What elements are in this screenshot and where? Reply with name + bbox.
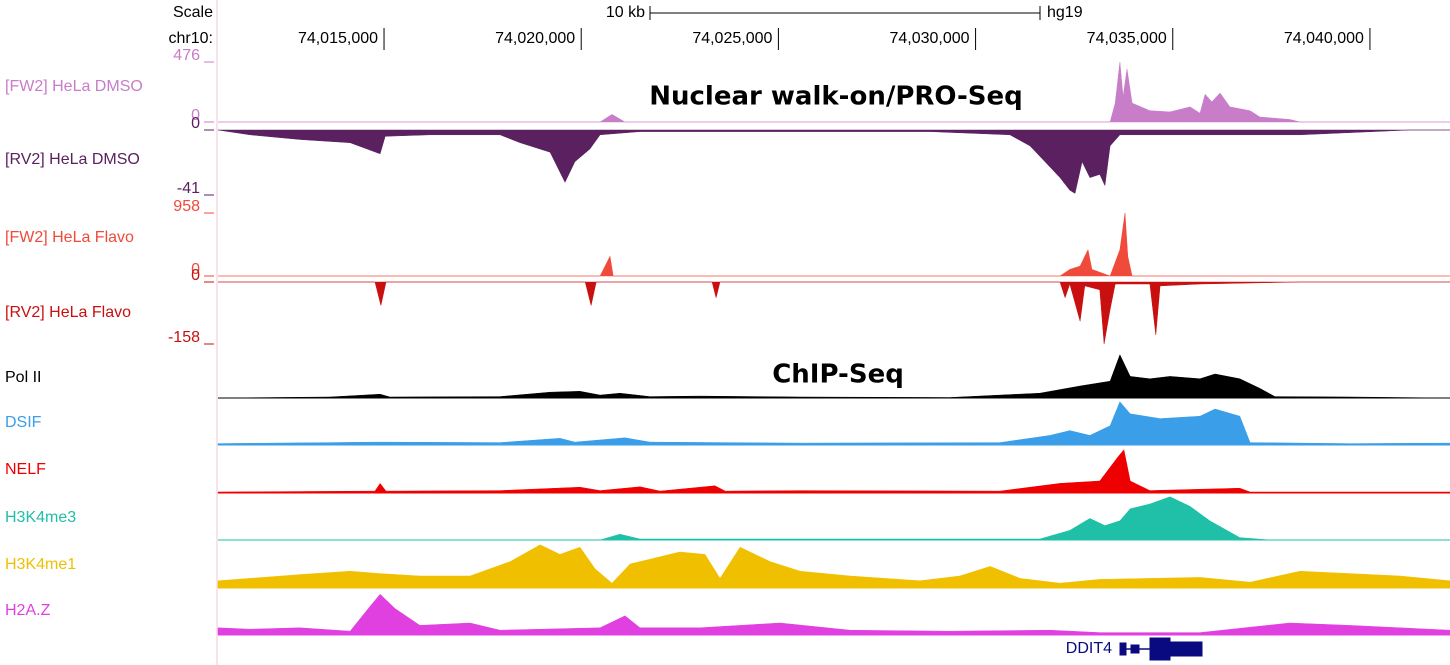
track-label: DSIF xyxy=(5,414,42,431)
track-label: H3K4me1 xyxy=(5,556,76,573)
track-label: NELF xyxy=(5,461,46,478)
gene-model xyxy=(1119,637,1203,661)
scale-label: Scale xyxy=(173,4,213,21)
x-tick-label: 74,025,000 xyxy=(692,30,772,47)
annotation: ChIP-Seq xyxy=(772,360,904,390)
track-label: [RV2] HeLa DMSO xyxy=(5,151,140,168)
track-label: [FW2] HeLa DMSO xyxy=(5,78,143,95)
signal-area xyxy=(218,281,1450,345)
signal-area xyxy=(217,593,1450,636)
chrom-label: chr10: xyxy=(169,30,213,47)
track-label: [FW2] HeLa Flavo xyxy=(5,229,134,246)
y-tick-label: -41 xyxy=(177,180,200,197)
scalebar-label: 10 kb xyxy=(606,4,645,21)
signal-area xyxy=(218,61,1450,123)
track-label: H3K4me3 xyxy=(5,509,76,526)
y-tick-label: 0 xyxy=(191,267,200,284)
track-label: H2A.Z xyxy=(5,602,51,619)
signal-area xyxy=(217,129,1450,194)
y-tick-label: -158 xyxy=(168,329,200,346)
annotation: Nuclear walk-on/PRO-Seq xyxy=(649,82,1023,112)
gene-label: DDIT4 xyxy=(1066,640,1112,657)
y-tick-label: 0 xyxy=(191,261,200,278)
signal-area xyxy=(217,449,1450,494)
y-tick-label: 0 xyxy=(191,107,200,124)
track-label: Pol II xyxy=(5,369,41,386)
signal-area xyxy=(217,401,1450,446)
signal-area xyxy=(218,212,1450,277)
x-tick-label: 74,035,000 xyxy=(1087,30,1167,47)
signal-area xyxy=(217,354,1450,399)
x-tick-label: 74,015,000 xyxy=(298,30,378,47)
y-tick-label: 476 xyxy=(173,47,200,64)
x-tick-label: 74,020,000 xyxy=(495,30,575,47)
assembly-label: hg19 xyxy=(1047,4,1083,21)
x-tick-label: 74,030,000 xyxy=(889,30,969,47)
y-tick-label: 958 xyxy=(173,198,200,215)
signal-area xyxy=(217,544,1450,589)
track-label: [RV2] HeLa Flavo xyxy=(5,304,131,321)
scalebar xyxy=(649,6,1041,20)
signal-area xyxy=(218,496,1450,541)
y-tick-label: 0 xyxy=(191,115,200,132)
x-tick-label: 74,040,000 xyxy=(1284,30,1364,47)
